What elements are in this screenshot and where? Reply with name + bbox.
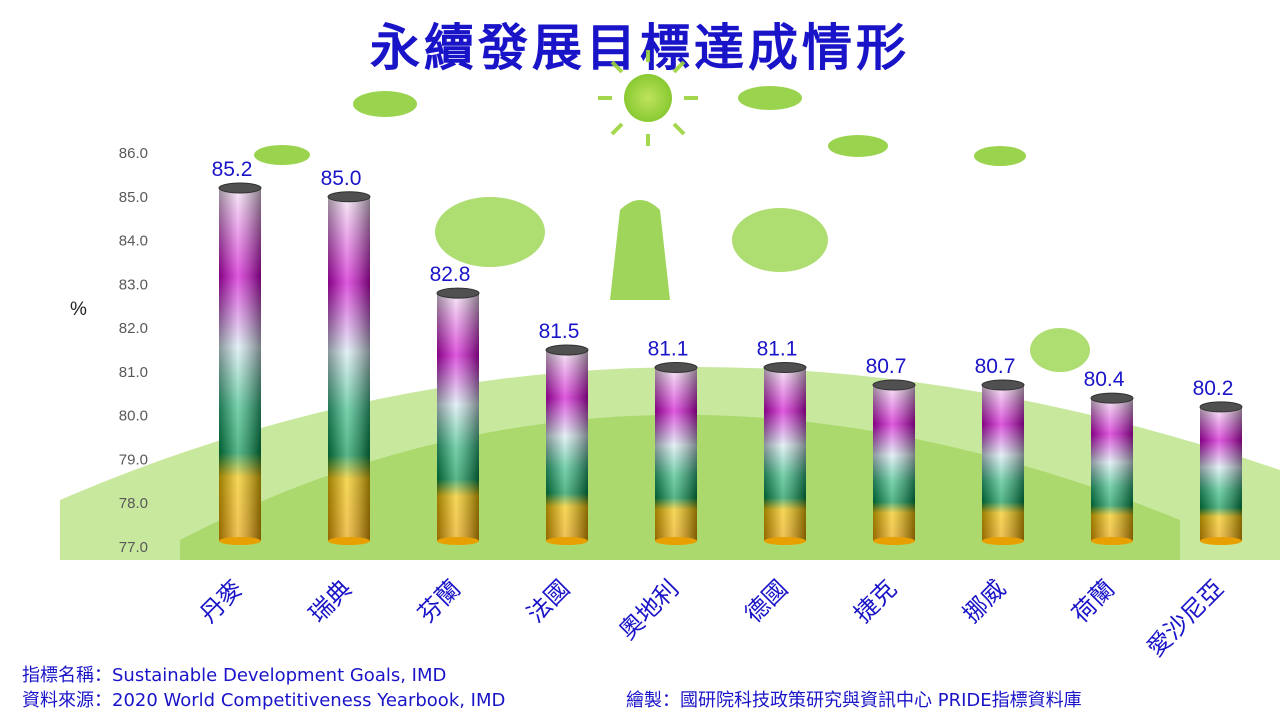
- bar-cap: [872, 379, 916, 391]
- category-label: 奧地利: [614, 574, 685, 645]
- bar-base: [219, 537, 261, 545]
- bar-base: [437, 537, 479, 545]
- y-tick-label: 86.0: [119, 145, 148, 162]
- category-label: 挪威: [958, 574, 1012, 628]
- bar-cap: [1090, 392, 1134, 404]
- bar-shading: [328, 196, 370, 541]
- bar-series: [218, 182, 1243, 545]
- bar-base: [1200, 537, 1242, 545]
- bar-shading: [546, 350, 588, 541]
- bar-cap: [218, 182, 262, 194]
- y-tick-label: 85.0: [119, 189, 148, 206]
- data-label: 80.2: [1193, 377, 1234, 400]
- data-label: 82.8: [430, 263, 471, 286]
- footer-source: 資料來源：2020 World Competitiveness Yearbook…: [22, 690, 506, 711]
- data-label: 81.1: [648, 338, 689, 361]
- y-tick-label: 78.0: [119, 495, 148, 512]
- bar-cap: [545, 344, 589, 356]
- category-label: 瑞典: [304, 574, 358, 628]
- footer-credit: 繪製：國研院科技政策研究與資訊中心 PRIDE指標資料庫: [626, 690, 1082, 711]
- category-label: 德國: [740, 574, 794, 628]
- category-label: 捷克: [849, 574, 903, 628]
- data-labels: 85.2 85.0 82.8 81.5 81.1 81.1 80.7 80.7 80.4 80.2: [212, 158, 1234, 400]
- y-tick-label: 81.0: [119, 364, 148, 381]
- y-tick-label: 84.0: [119, 233, 148, 250]
- data-label: 85.0: [321, 167, 362, 190]
- data-label: 85.2: [212, 158, 253, 181]
- bar-cap: [436, 287, 480, 299]
- bar-base: [655, 537, 697, 545]
- y-tick-label: 79.0: [119, 451, 148, 468]
- bar-base: [982, 537, 1024, 545]
- bar-cap: [981, 379, 1025, 391]
- bar-base: [873, 537, 915, 545]
- footer-indicator: 指標名稱：Sustainable Development Goals, IMD: [22, 665, 447, 686]
- y-tick-label: 82.0: [119, 320, 148, 337]
- chart-title: 永續發展目標達成情形: [370, 19, 910, 77]
- category-label: 荷蘭: [1067, 574, 1121, 628]
- bar-base: [1091, 537, 1133, 545]
- data-label: 80.7: [866, 355, 907, 378]
- category-labels: 丹麥 瑞典 芬蘭 法國 奧地利 德國 捷克 挪威 荷蘭 愛沙尼亞: [195, 574, 1230, 662]
- category-label: 法國: [522, 574, 576, 628]
- data-label: 80.7: [975, 355, 1016, 378]
- category-label: 丹麥: [195, 574, 249, 628]
- bar-cap: [327, 191, 371, 203]
- y-tick-label: 77.0: [119, 539, 148, 556]
- bar-base: [328, 537, 370, 545]
- category-label: 愛沙尼亞: [1142, 574, 1230, 662]
- bar-shading: [1091, 398, 1133, 541]
- bar-shading: [873, 385, 915, 541]
- bar-shading: [1200, 406, 1242, 541]
- y-tick-label: 80.0: [119, 408, 148, 425]
- category-label: 芬蘭: [413, 574, 467, 628]
- bar-base: [546, 537, 588, 545]
- bar-shading: [764, 367, 806, 541]
- bar-cap: [763, 362, 807, 374]
- y-axis-label: %: [70, 299, 87, 320]
- bar-base: [764, 537, 806, 545]
- y-tick-label: 83.0: [119, 276, 148, 293]
- bar-shading: [655, 367, 697, 541]
- data-label: 81.1: [757, 338, 798, 361]
- bar-shading: [437, 293, 479, 541]
- data-label: 81.5: [539, 320, 580, 343]
- data-label: 80.4: [1084, 368, 1125, 391]
- bar-shading: [219, 188, 261, 541]
- bar-cap: [654, 362, 698, 374]
- bar-shading: [982, 385, 1024, 541]
- y-axis: 86.0 85.0 84.0 83.0 82.0 81.0 80.0 79.0 78.0 77.0: [119, 145, 148, 556]
- bar-cap: [1199, 401, 1243, 413]
